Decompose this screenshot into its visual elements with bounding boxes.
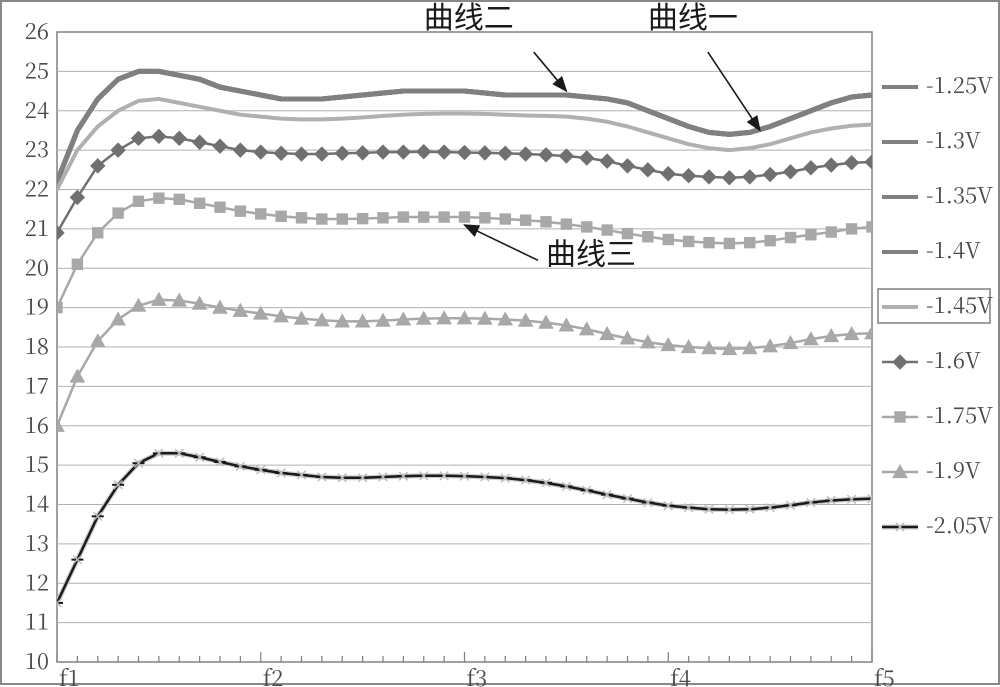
legend-label: -1.75V [926,399,993,430]
marker-square [683,236,693,246]
marker-square [256,209,266,219]
x-tick-label: f4 [670,662,691,687]
y-tick-label: 24 [25,94,49,125]
y-tick-label: 12 [25,566,49,597]
marker-square [337,214,347,224]
marker-square [846,224,856,234]
marker-square [133,196,143,206]
marker-square [622,228,632,238]
legend-label: -1.45V [926,289,993,320]
marker-square [561,219,571,229]
marker-square [602,225,612,235]
legend-label: -2.05V [926,509,993,540]
y-tick-label: 16 [25,409,49,440]
marker-square [93,228,103,238]
marker-square [235,206,245,216]
marker-square [215,202,225,212]
chart-container: 10 11 12 13 14 15 16 17 18 19 20 21 22 23 24 25 26 f1 f2 f3… [0,0,1000,685]
y-tick-label: 15 [25,448,49,479]
marker-square [704,237,714,247]
marker-square [582,222,592,232]
marker-square [419,212,429,222]
marker-square [357,213,367,223]
y-tick-label: 17 [25,369,49,400]
marker-square [276,211,286,221]
x-tick-label: f3 [467,662,488,687]
marker-diamond [893,355,907,369]
legend-label: -1.35V [926,179,993,210]
marker-square [765,235,775,245]
annotation-label: 曲线二 [424,2,514,35]
marker-square [785,232,795,242]
marker-square [52,302,62,312]
marker-square [317,214,327,224]
marker-square [480,213,490,223]
marker-square [398,212,408,222]
marker-square [663,234,673,244]
y-tick-label: 23 [25,133,49,164]
marker-square [826,227,836,237]
marker-square [500,214,510,224]
marker-square [806,230,816,240]
x-tick-label: f1 [59,662,80,687]
y-tick-label: 25 [25,54,49,85]
marker-square [439,212,449,222]
marker-square [113,208,123,218]
marker-square [895,412,905,422]
marker-square [296,213,306,223]
legend-label: -1.25V [926,69,993,100]
marker-square [72,259,82,269]
y-tick-label: 26 [25,15,49,46]
legend-label: -1.4V [926,234,981,265]
y-tick-label: 19 [25,291,49,322]
y-tick-label: 14 [25,488,49,519]
y-tick-label: 11 [25,606,49,637]
y-tick-label: 20 [25,251,49,282]
legend: -1.25V -1.3V -1.35V -1.4V -1.45V -1.6V -1.75V -… [878,69,993,540]
marker-square [541,217,551,227]
marker-square [154,193,164,203]
annotation-label: 曲线三 [546,238,636,271]
y-tick-label: 10 [25,645,49,676]
marker-square [378,213,388,223]
marker-square [459,212,469,222]
annotation-label: 曲线一 [648,2,738,35]
marker-square [867,222,877,232]
y-tick-label: 18 [25,330,49,361]
x-tick-label: f5 [874,662,895,687]
marker-square [745,237,755,247]
x-tick-label: f2 [263,662,284,687]
y-tick-label: 21 [25,212,49,243]
y-tick-label: 13 [25,527,49,558]
legend-label: -1.3V [926,124,981,155]
marker-square [520,215,530,225]
marker-square [174,194,184,204]
chart-svg: 10 11 12 13 14 15 16 17 18 19 20 21 22 23 24 25 26 f1 f2 f3… [2,2,1000,687]
marker-square [643,232,653,242]
legend-label: -1.6V [926,344,981,375]
marker-square [724,238,734,248]
marker-square [194,198,204,208]
y-tick-label: 22 [25,173,49,204]
legend-label: -1.9V [926,454,981,485]
